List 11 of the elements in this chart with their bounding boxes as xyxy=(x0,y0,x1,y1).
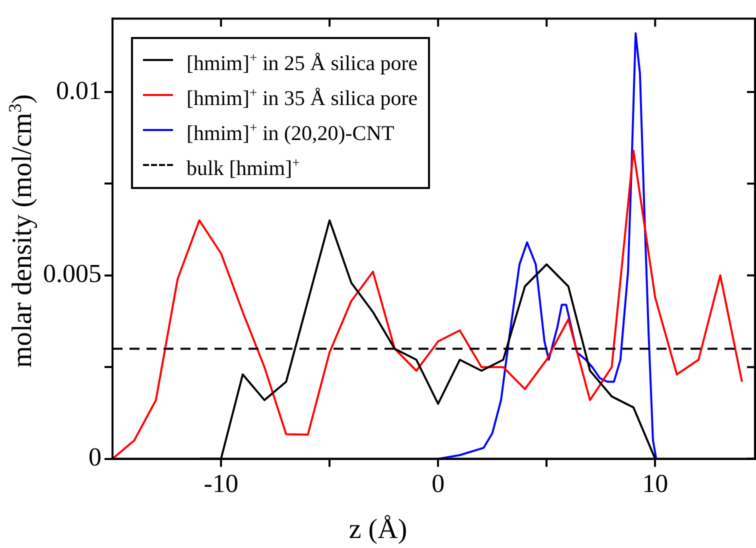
y-tick-label: 0 xyxy=(88,442,102,472)
legend-label: bulk [hmim]$^{+}$ xyxy=(186,154,300,182)
legend-label: [hmim]$^{+}$ in (20,20)-CNT xyxy=(186,118,394,147)
x-axis-title: z (Å) xyxy=(348,514,408,546)
legend-label: [hmim]$^{+}$ in 35 Å silica pore xyxy=(186,84,418,112)
y-tick-label: 0.01 xyxy=(56,76,102,105)
x-tick-label: 0 xyxy=(432,469,445,498)
legend-label: [hmim]$^{+}$ in 25 Å silica pore xyxy=(186,48,418,77)
y-tick-label: 0.005 xyxy=(43,259,102,288)
x-tick-label: 10 xyxy=(642,469,668,498)
x-tick-label: -10 xyxy=(204,469,238,498)
